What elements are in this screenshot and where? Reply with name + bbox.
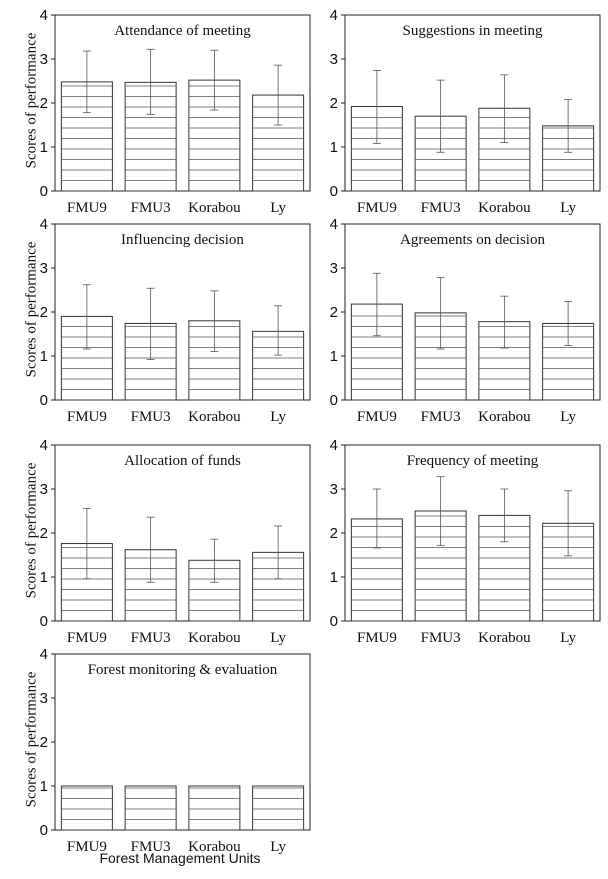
bar xyxy=(188,785,241,831)
x-tick-label: FMU3 xyxy=(131,630,171,646)
y-tick-label: 3 xyxy=(330,51,338,68)
y-tick-label: 4 xyxy=(330,7,338,24)
y-tick-label: 3 xyxy=(40,690,48,707)
x-tick-label: Korabou xyxy=(188,839,241,855)
y-tick-label: 2 xyxy=(330,304,338,321)
y-tick-label: 3 xyxy=(40,260,48,277)
y-tick-label: 0 xyxy=(330,183,338,200)
x-tick-label: Korabou xyxy=(188,200,241,216)
panel-title: Frequency of meeting xyxy=(407,453,539,469)
panel-title: Attendance of meeting xyxy=(114,23,251,39)
x-tick-label: Ly xyxy=(560,630,576,646)
x-tick-label: Ly xyxy=(560,200,576,216)
y-tick-label: 2 xyxy=(330,95,338,112)
y-tick-label: 2 xyxy=(40,734,48,751)
x-tick-label: FMU3 xyxy=(421,630,461,646)
y-tick-label: 1 xyxy=(40,778,48,795)
x-tick-label: Ly xyxy=(270,200,286,216)
bar xyxy=(252,785,305,831)
panel-title: Agreements on decision xyxy=(400,232,545,248)
y-tick-label: 0 xyxy=(330,392,338,409)
x-tick-label: Korabou xyxy=(478,200,531,216)
x-tick-label: FMU9 xyxy=(357,630,397,646)
y-tick-label: 4 xyxy=(330,216,338,233)
x-tick-label: FMU9 xyxy=(357,409,397,425)
bar xyxy=(252,551,305,622)
x-axis-label: Forest Management Units xyxy=(99,850,261,866)
y-axis-label-panel-1: Scores of performance xyxy=(23,32,40,169)
x-tick-label: FMU9 xyxy=(357,200,397,216)
y-tick-label: 4 xyxy=(40,216,48,233)
y-tick-label: 4 xyxy=(330,437,338,454)
x-tick-label: FMU3 xyxy=(131,200,171,216)
y-tick-label: 4 xyxy=(40,646,48,663)
bar xyxy=(124,785,177,831)
y-tick-label: 2 xyxy=(330,525,338,542)
panel-title: Suggestions in meeting xyxy=(403,23,543,39)
y-tick-label: 1 xyxy=(40,348,48,365)
y-tick-label: 3 xyxy=(330,260,338,277)
x-tick-label: FMU9 xyxy=(67,409,107,425)
y-tick-label: 0 xyxy=(40,183,48,200)
y-tick-label: 1 xyxy=(330,139,338,156)
y-tick-label: 0 xyxy=(40,613,48,630)
y-tick-label: 1 xyxy=(330,348,338,365)
x-tick-label: FMU3 xyxy=(421,409,461,425)
y-tick-label: 3 xyxy=(40,51,48,68)
y-axis-label-panel-7: Scores of performance xyxy=(23,671,40,808)
y-tick-label: 0 xyxy=(40,822,48,839)
y-tick-label: 1 xyxy=(330,569,338,586)
y-tick-label: 1 xyxy=(40,139,48,156)
y-axis-label-panel-5: Scores of performance xyxy=(23,462,40,599)
y-tick-label: 4 xyxy=(40,7,48,24)
y-tick-label: 1 xyxy=(40,569,48,586)
x-tick-label: Korabou xyxy=(188,630,241,646)
x-tick-label: Ly xyxy=(270,409,286,425)
x-tick-label: Ly xyxy=(270,839,286,855)
panel-title: Allocation of funds xyxy=(124,453,241,469)
x-tick-label: FMU9 xyxy=(67,839,107,855)
bar xyxy=(60,785,113,831)
x-tick-label: Korabou xyxy=(188,409,241,425)
x-tick-label: Ly xyxy=(270,630,286,646)
y-tick-label: 0 xyxy=(330,613,338,630)
x-tick-label: Korabou xyxy=(478,630,531,646)
x-tick-label: Korabou xyxy=(478,409,531,425)
y-axis-label-panel-3: Scores of performance xyxy=(23,241,40,378)
x-tick-label: FMU3 xyxy=(131,839,171,855)
y-tick-label: 4 xyxy=(40,437,48,454)
x-tick-label: FMU9 xyxy=(67,630,107,646)
x-tick-label: FMU3 xyxy=(421,200,461,216)
x-tick-label: FMU9 xyxy=(67,200,107,216)
y-tick-label: 2 xyxy=(40,525,48,542)
panel-title: Forest monitoring & evaluation xyxy=(88,662,278,678)
x-tick-label: Ly xyxy=(560,409,576,425)
panel-title: Influencing decision xyxy=(121,232,244,248)
y-tick-label: 2 xyxy=(40,304,48,321)
y-tick-label: 3 xyxy=(40,481,48,498)
y-tick-label: 2 xyxy=(40,95,48,112)
x-tick-label: FMU3 xyxy=(131,409,171,425)
y-tick-label: 3 xyxy=(330,481,338,498)
y-tick-label: 0 xyxy=(40,392,48,409)
